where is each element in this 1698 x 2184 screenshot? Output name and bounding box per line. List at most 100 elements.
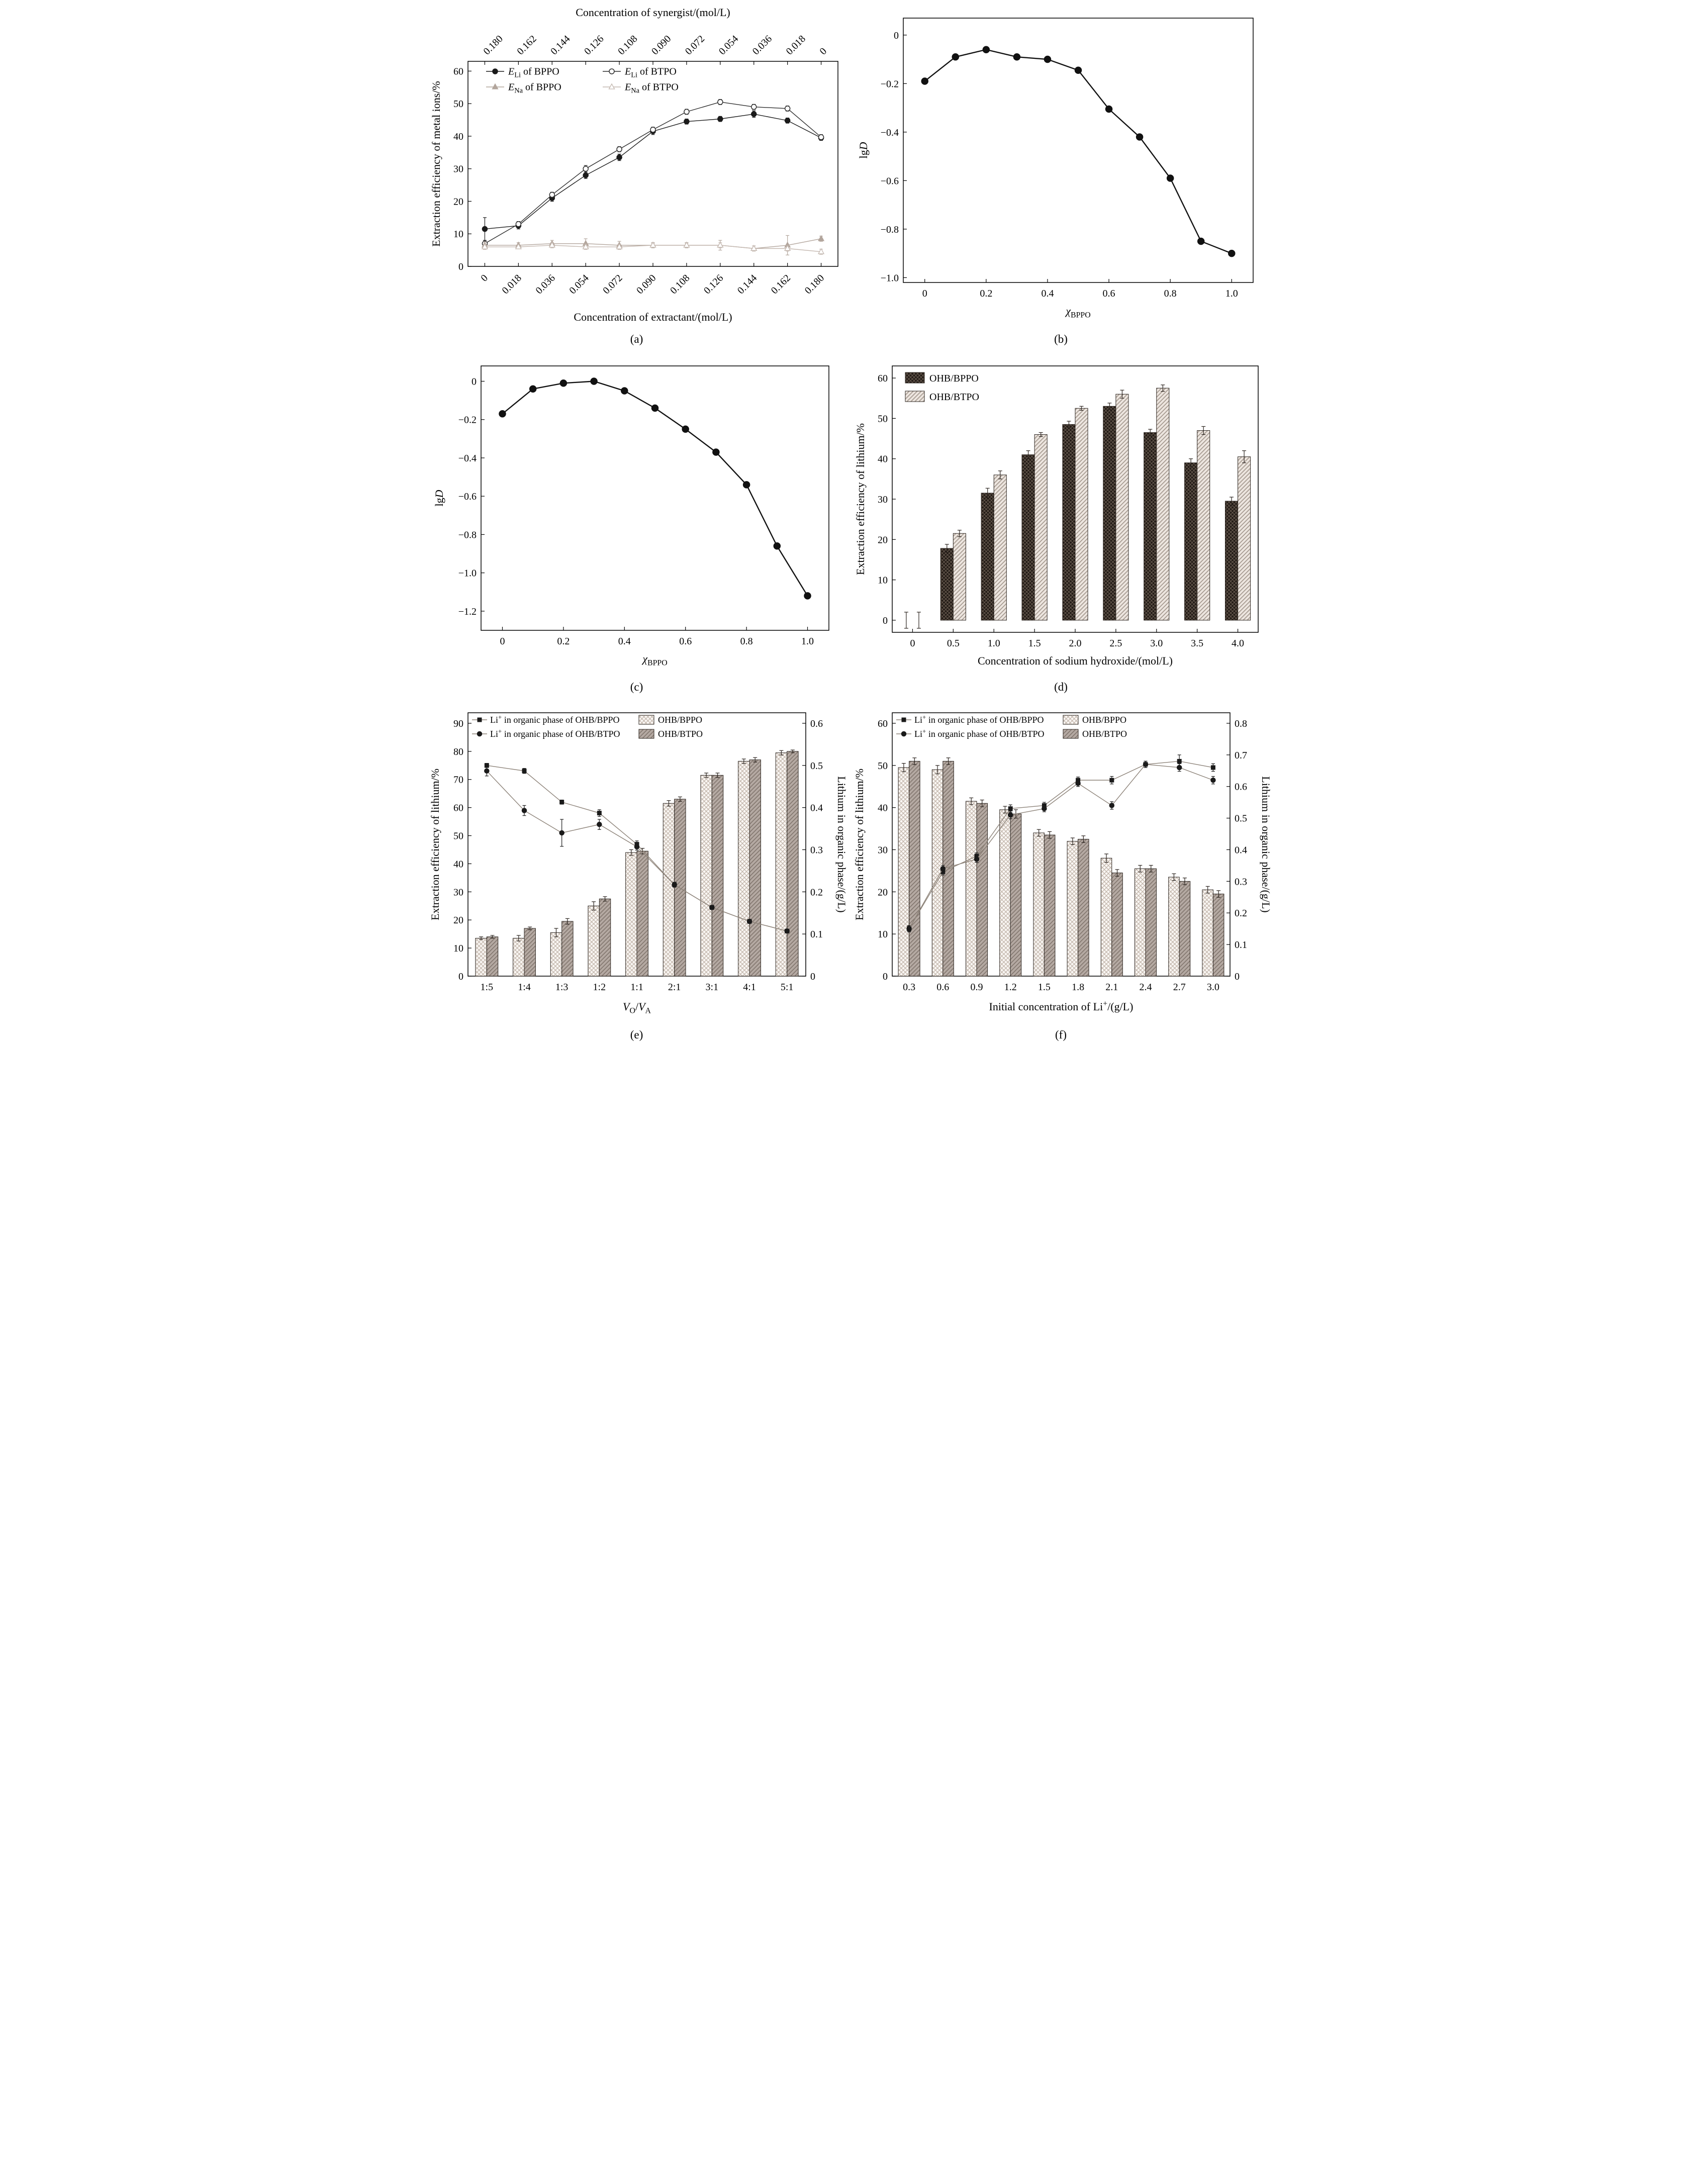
y2-axis-title: Lithium in organic phase/(g/L) (835, 776, 848, 912)
data-point-circle (803, 592, 811, 600)
bar (981, 493, 994, 621)
x-tick-label: 0.180 (802, 272, 826, 296)
bar (749, 759, 761, 977)
data-point-circle (681, 425, 689, 433)
y2-tick-label: 0.3 (810, 844, 823, 856)
caption-d: (d) (1054, 681, 1068, 693)
x-tick-label: 2.0 (1069, 638, 1081, 649)
data-point-square (1177, 758, 1182, 764)
x-tick-label: 3.0 (1206, 982, 1219, 993)
legend-label: Li+ in organic phase of OHB/BTPO (490, 727, 620, 739)
axis-ticks (892, 377, 1238, 632)
y-tick-label: −1.0 (458, 568, 476, 579)
y-tick-label: −0.6 (880, 175, 898, 186)
y-tick-label: 0 (883, 615, 888, 626)
bar-series-1 (916, 385, 1251, 629)
y-tick-label: −0.4 (458, 453, 476, 464)
x-tick-label: 0.072 (601, 272, 624, 296)
x-tick-label: 1.0 (801, 636, 814, 647)
data-point-square (522, 769, 526, 774)
x-tick-label: 0.8 (1164, 288, 1176, 299)
data-point-circle (784, 106, 790, 112)
x-tick-label: 1.0 (1225, 288, 1238, 299)
x-tick-label: 1.5 (1037, 982, 1050, 993)
x-tick-label: 3.5 (1191, 638, 1203, 649)
data-point-circle (746, 918, 752, 924)
bar (737, 761, 749, 977)
line-series-3 (481, 241, 824, 255)
bar (999, 809, 1011, 977)
data-point-triangle (491, 83, 499, 89)
x-axis-title: χBPPO (1065, 305, 1090, 320)
data-point-circle (982, 46, 990, 53)
x-tick-label: 0.126 (701, 272, 725, 296)
data-point-circle (634, 844, 639, 849)
bar-series-0 (898, 763, 1213, 977)
data-point-circle (712, 448, 720, 456)
x-tick-label: 2.4 (1139, 982, 1152, 993)
legend-swatch (1063, 729, 1078, 739)
data-point-circle (521, 808, 527, 813)
legend-label: Li+ in organic phase of OHB/BTPO (914, 727, 1044, 739)
bar (953, 533, 966, 621)
data-point-circle (515, 221, 521, 227)
data-point-triangle (548, 241, 555, 248)
y-tick-label: 50 (453, 831, 463, 842)
caption-e: (e) (630, 1028, 643, 1041)
data-point-circle (582, 172, 589, 178)
x-tick-label: 0.054 (567, 272, 591, 296)
x-tick-label: 3.0 (1150, 638, 1163, 649)
data-point-triangle (683, 241, 690, 248)
x-tick-label: 0 (500, 636, 505, 647)
data-point-square (559, 800, 564, 805)
bar (1067, 841, 1078, 977)
y-axis-title: lgD (433, 490, 445, 506)
data-point-circle (717, 99, 723, 105)
y2-tick-label: 0.5 (810, 761, 823, 772)
data-point-triangle (481, 243, 488, 249)
x-tick-label: 0.8 (740, 636, 752, 647)
y-tick-label: 50 (453, 99, 463, 110)
top-tick-label: 0.054 (716, 33, 740, 57)
data-point-square (1008, 806, 1013, 811)
data-point-circle (492, 68, 498, 74)
data-point-circle (498, 410, 506, 418)
y2-tick-label: 0.8 (1235, 718, 1247, 729)
caption-f: (f) (1055, 1028, 1067, 1041)
legend-swatch (905, 391, 924, 402)
data-point-square (1109, 778, 1114, 783)
x-tick-label: 1.2 (1004, 982, 1016, 993)
bar (1077, 839, 1089, 977)
y-tick-label: −1.2 (458, 606, 476, 617)
bar (711, 775, 723, 977)
x-tick-label: 0.018 (500, 272, 523, 296)
line-series-3 (484, 766, 790, 934)
data-point-circle (1176, 765, 1182, 771)
data-point-circle (1166, 174, 1174, 182)
data-point-circle (1013, 53, 1020, 61)
top-tick-label: 0 (817, 46, 829, 57)
bar (674, 799, 686, 977)
panel-c: 0 0.2 0.4 0.6 0.8 1.0 0 −0.2 −0.4 −0.6 −0.8 −1.0 −1.… (425, 351, 849, 699)
chart-lithium-efficiency-vs-phase-ratio: 1:5 1:4 1:3 1:2 1:1 2:1 3:1 4:1 5:1 0 10 20 30 40 50 60… (429, 712, 848, 1015)
bar (965, 801, 977, 977)
data-point-circle (717, 116, 723, 122)
y-tick-label: 50 (878, 761, 888, 772)
x-tick-label: 0.144 (735, 272, 759, 296)
bar (1184, 462, 1197, 621)
bar (1134, 868, 1146, 977)
data-point-triangle (515, 243, 522, 249)
data-point-circle (482, 226, 488, 232)
bar (1196, 430, 1210, 621)
x-tick-label: 2:1 (668, 982, 681, 993)
data-point-circle (709, 905, 715, 910)
top-tick-label: 0.090 (649, 33, 673, 57)
axis-ticks (903, 35, 1232, 282)
legend-label: OHB/BTPO (1082, 729, 1127, 739)
y2-tick-label: 0.3 (1235, 876, 1247, 887)
top-axis-title: Concentration of synergist/(mol/L) (576, 6, 730, 19)
top-tick-label: 0.162 (515, 33, 538, 57)
bar (1168, 877, 1180, 977)
data-point-circle (1007, 812, 1013, 818)
x-tick-label: 0.6 (936, 982, 949, 993)
